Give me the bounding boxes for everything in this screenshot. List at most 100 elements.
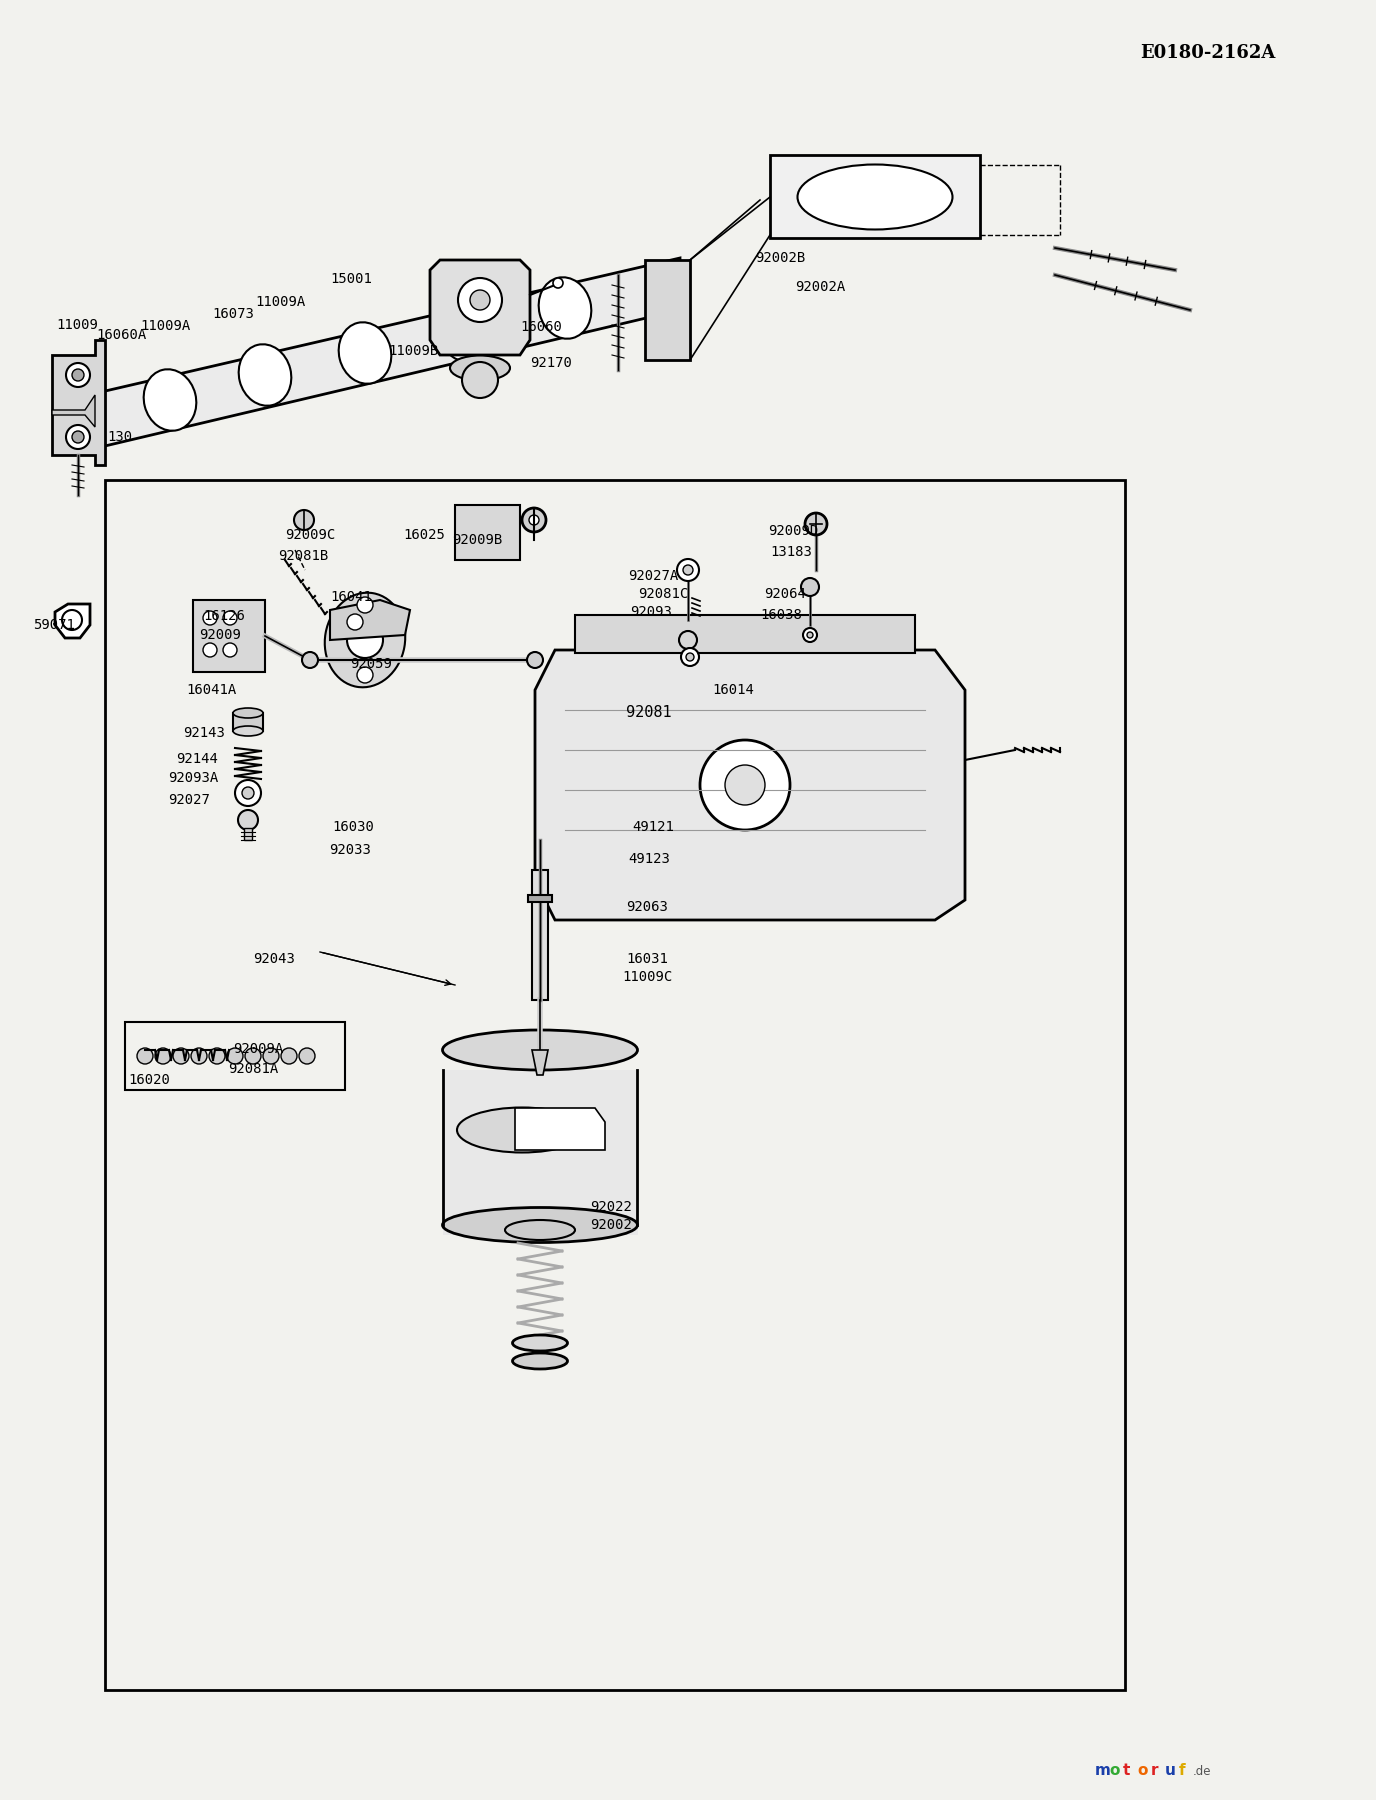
Text: 16060: 16060 xyxy=(520,320,561,335)
Text: u: u xyxy=(1165,1762,1176,1778)
Text: 16041A: 16041A xyxy=(186,682,237,697)
Ellipse shape xyxy=(450,356,510,380)
Circle shape xyxy=(678,632,698,650)
Circle shape xyxy=(191,1048,206,1064)
Text: 16038: 16038 xyxy=(760,608,802,623)
Polygon shape xyxy=(52,394,95,427)
Text: 11009B: 11009B xyxy=(388,344,438,358)
Text: 92022: 92022 xyxy=(590,1201,632,1213)
Ellipse shape xyxy=(143,369,197,430)
Circle shape xyxy=(223,610,237,625)
Text: 92170: 92170 xyxy=(530,356,572,371)
Text: 92009: 92009 xyxy=(200,628,241,643)
Text: 92009B: 92009B xyxy=(451,533,502,547)
Text: 92009A: 92009A xyxy=(233,1042,283,1057)
Circle shape xyxy=(347,623,383,659)
Text: 16073: 16073 xyxy=(212,308,255,320)
Text: o: o xyxy=(1109,1762,1119,1778)
Circle shape xyxy=(528,515,539,526)
Circle shape xyxy=(263,1048,279,1064)
Ellipse shape xyxy=(505,1220,575,1240)
Text: m: m xyxy=(1095,1762,1110,1778)
Circle shape xyxy=(687,653,694,661)
Text: 92059: 92059 xyxy=(350,657,392,671)
Circle shape xyxy=(204,610,217,625)
Circle shape xyxy=(347,614,363,630)
Bar xyxy=(575,616,915,653)
Circle shape xyxy=(804,628,817,643)
Circle shape xyxy=(299,1048,315,1064)
Circle shape xyxy=(294,509,314,529)
Polygon shape xyxy=(515,1109,605,1150)
Polygon shape xyxy=(52,340,105,464)
Polygon shape xyxy=(533,1049,548,1075)
Circle shape xyxy=(281,1048,297,1064)
Circle shape xyxy=(72,430,84,443)
Circle shape xyxy=(223,643,237,657)
Ellipse shape xyxy=(512,1354,567,1370)
Bar xyxy=(233,713,263,731)
Circle shape xyxy=(138,1048,153,1064)
Text: o: o xyxy=(1137,1762,1148,1778)
Ellipse shape xyxy=(439,301,491,362)
Ellipse shape xyxy=(798,164,952,229)
Bar xyxy=(193,599,266,671)
Text: 16060A: 16060A xyxy=(96,328,146,342)
Text: 16025: 16025 xyxy=(403,527,444,542)
Ellipse shape xyxy=(238,344,292,405)
Text: 92002B: 92002B xyxy=(755,250,805,265)
Ellipse shape xyxy=(443,1030,637,1069)
Text: 16030: 16030 xyxy=(332,821,374,833)
Bar xyxy=(528,895,552,902)
Text: 92033: 92033 xyxy=(329,842,372,857)
Bar xyxy=(443,1069,638,1235)
Circle shape xyxy=(677,560,699,581)
Polygon shape xyxy=(429,259,530,355)
Bar xyxy=(645,259,689,360)
Text: 16020: 16020 xyxy=(128,1073,169,1087)
Text: 16126: 16126 xyxy=(204,608,245,623)
Circle shape xyxy=(527,652,544,668)
Circle shape xyxy=(173,1048,189,1064)
Text: 92081: 92081 xyxy=(626,706,671,720)
Polygon shape xyxy=(55,605,89,637)
Text: 16014: 16014 xyxy=(711,682,754,697)
Bar xyxy=(105,481,1126,1690)
Circle shape xyxy=(356,668,373,682)
Text: 92063: 92063 xyxy=(626,900,667,914)
Circle shape xyxy=(356,598,373,614)
Circle shape xyxy=(700,740,790,830)
Text: 92043: 92043 xyxy=(253,952,294,967)
Bar xyxy=(244,828,252,841)
Ellipse shape xyxy=(233,725,263,736)
Text: 92081B: 92081B xyxy=(278,549,329,563)
Circle shape xyxy=(204,643,217,657)
Text: 92002: 92002 xyxy=(590,1219,632,1231)
Text: 92027: 92027 xyxy=(168,794,211,806)
Text: 49121: 49121 xyxy=(632,821,674,833)
Ellipse shape xyxy=(325,592,406,688)
Circle shape xyxy=(682,565,694,574)
Polygon shape xyxy=(771,155,980,238)
Circle shape xyxy=(522,508,546,533)
Ellipse shape xyxy=(457,1107,588,1152)
Text: t: t xyxy=(1123,1762,1130,1778)
Text: 92143: 92143 xyxy=(183,725,224,740)
Text: 92081A: 92081A xyxy=(228,1062,278,1076)
Circle shape xyxy=(725,765,765,805)
Ellipse shape xyxy=(443,1208,637,1242)
Text: 92009D: 92009D xyxy=(768,524,819,538)
Circle shape xyxy=(801,578,819,596)
Text: 13183: 13183 xyxy=(771,545,812,560)
Circle shape xyxy=(245,1048,261,1064)
Text: 11009A: 11009A xyxy=(255,295,305,310)
Bar xyxy=(533,869,548,1001)
Text: 11009: 11009 xyxy=(56,319,98,331)
Circle shape xyxy=(471,290,490,310)
Text: 16041: 16041 xyxy=(330,590,372,605)
Text: 16031: 16031 xyxy=(626,952,667,967)
Text: 11009C: 11009C xyxy=(622,970,673,985)
Circle shape xyxy=(227,1048,244,1064)
Circle shape xyxy=(553,277,563,288)
Circle shape xyxy=(66,425,89,448)
